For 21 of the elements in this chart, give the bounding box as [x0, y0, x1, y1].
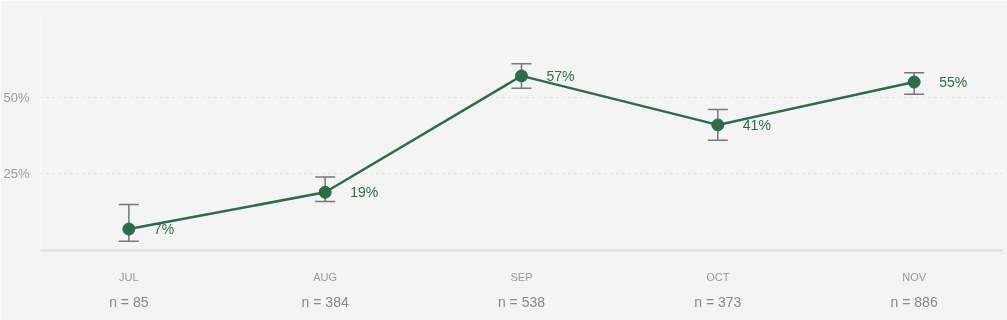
point	[711, 118, 725, 132]
y-tick-label: 50%	[3, 89, 30, 105]
point	[318, 185, 332, 199]
x-tick-label: OCT	[706, 270, 730, 283]
point	[515, 69, 528, 83]
x-tick-label: JUL	[119, 270, 139, 283]
text: n = 384	[301, 293, 349, 310]
text: n = 538	[497, 293, 546, 310]
data-label: 55%	[939, 74, 968, 91]
point	[122, 222, 136, 236]
data-label: 41%	[742, 116, 771, 133]
text: n = 373	[694, 293, 742, 310]
x-tick-label: NOV	[902, 270, 927, 283]
text: n = 85	[109, 293, 149, 310]
data-label: 57%	[546, 67, 575, 84]
x-tick-label: AUG	[313, 270, 338, 283]
text: n = 886	[890, 293, 938, 310]
y-tick-label: 25%	[3, 166, 30, 182]
point	[907, 75, 921, 89]
data-label: 19%	[350, 184, 379, 201]
x-tick-label: SEP	[510, 270, 533, 283]
